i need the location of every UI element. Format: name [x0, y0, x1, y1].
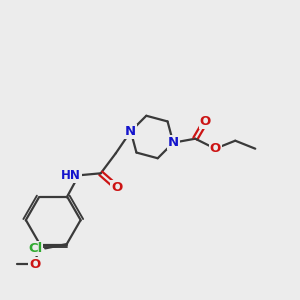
Text: O: O: [29, 258, 40, 271]
Text: O: O: [111, 181, 122, 194]
Text: O: O: [210, 142, 221, 155]
Text: O: O: [200, 115, 211, 128]
Text: Cl: Cl: [28, 242, 42, 255]
Text: N: N: [125, 125, 136, 138]
Text: HN: HN: [61, 169, 81, 182]
Text: N: N: [168, 136, 179, 149]
